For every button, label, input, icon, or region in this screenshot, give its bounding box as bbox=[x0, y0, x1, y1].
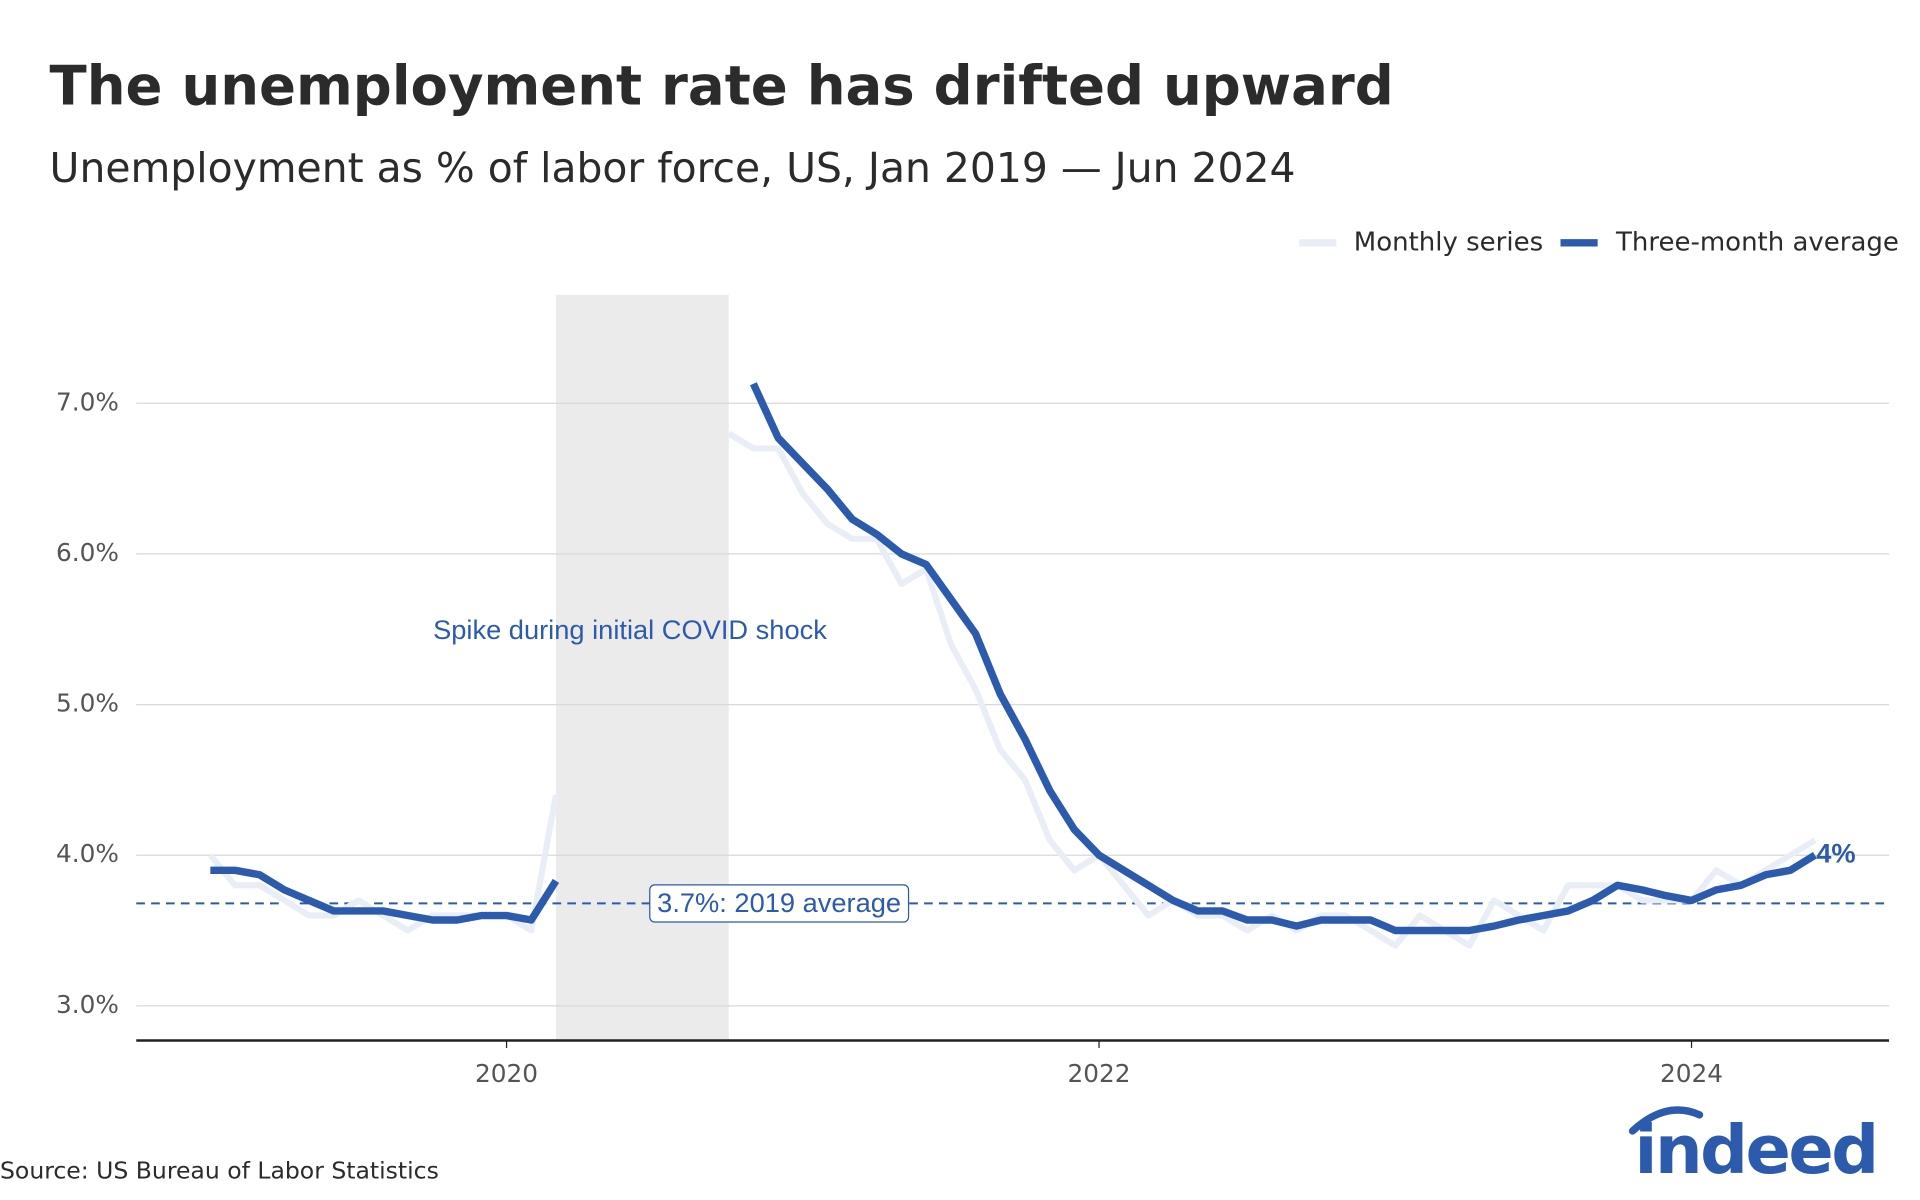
y-tick-label: 5.0% bbox=[56, 689, 119, 718]
series-line bbox=[207, 430, 1817, 949]
source: Source: US Bureau of Labor Statistics bbox=[0, 1156, 439, 1184]
chart-title: The unemployment rate has drifted upward bbox=[50, 53, 1394, 117]
chart-subtitle: Unemployment as % of labor force, US, Ja… bbox=[50, 144, 1296, 192]
legend-label: Three-month average bbox=[1615, 227, 1899, 257]
y-tick-label: 3.0% bbox=[56, 990, 119, 1019]
x-tick-label: 2020 bbox=[475, 1059, 538, 1088]
y-tick-label: 7.0% bbox=[56, 387, 119, 416]
y-tick-label: 6.0% bbox=[56, 538, 119, 567]
y-tick-label: 4.0% bbox=[56, 839, 119, 868]
logo-arc bbox=[1628, 1106, 1704, 1135]
end-label: 4% bbox=[1816, 837, 1855, 868]
reference-label: 3.7%: 2019 average bbox=[657, 887, 901, 918]
shade-note: Spike during initial COVID shock bbox=[433, 614, 827, 645]
shade-region bbox=[555, 294, 729, 1041]
legend-label: Monthly series bbox=[1354, 227, 1543, 257]
x-tick-label: 2022 bbox=[1068, 1059, 1131, 1088]
logo: indeed bbox=[1635, 1111, 1877, 1189]
x-tick-label: 2024 bbox=[1660, 1059, 1723, 1088]
reference-box bbox=[649, 884, 910, 923]
series-line bbox=[210, 382, 1817, 935]
